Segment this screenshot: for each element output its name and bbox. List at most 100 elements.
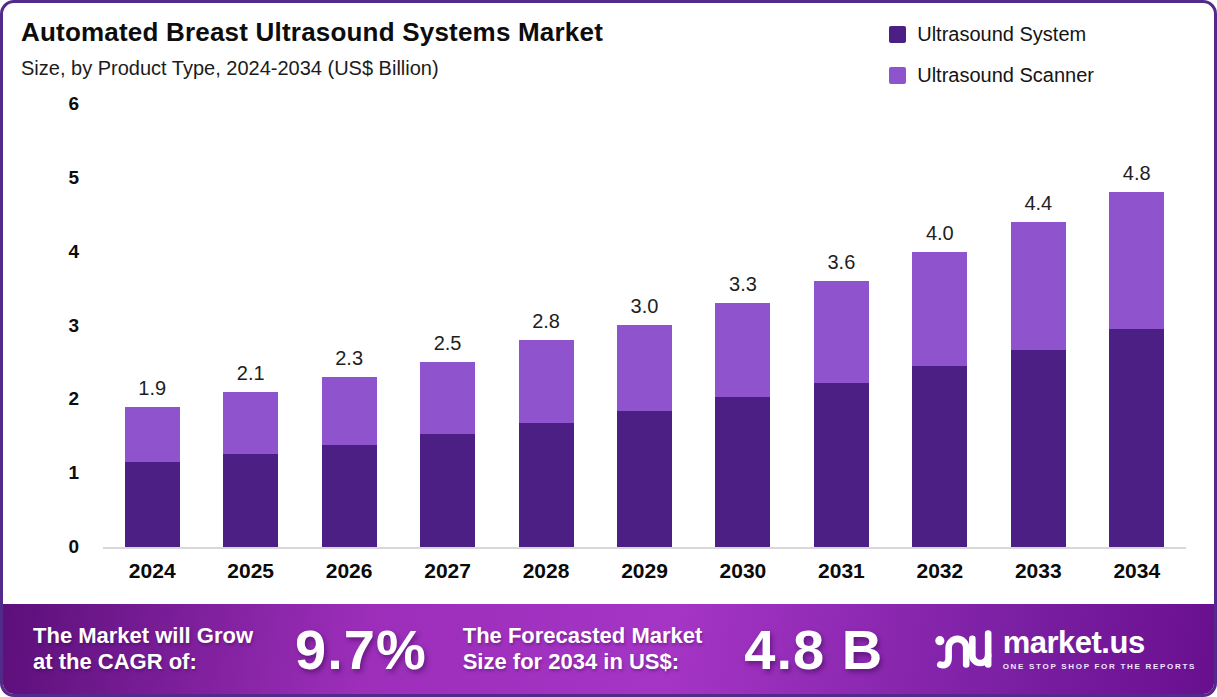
bar-group-2028: 2.82028 xyxy=(497,104,595,547)
brand-name: market.us xyxy=(1003,627,1196,658)
bar-total-label: 4.8 xyxy=(1123,162,1151,185)
page-title: Automated Breast Ultrasound Systems Mark… xyxy=(21,17,603,48)
cagr-description-line1: The Market will Grow xyxy=(33,623,253,649)
x-axis-label: 2028 xyxy=(523,559,570,583)
bar-segment-ultrasound-scanner xyxy=(715,303,770,397)
x-axis-label: 2027 xyxy=(424,559,471,583)
legend-label-ultrasound-scanner: Ultrasound Scanner xyxy=(917,64,1094,87)
bar-total-label: 3.3 xyxy=(729,273,757,296)
bar-total-label: 2.3 xyxy=(335,347,363,370)
bar-group-2031: 3.62031 xyxy=(792,104,890,547)
infographic-card: Automated Breast Ultrasound Systems Mark… xyxy=(0,0,1217,697)
bar-total-label: 2.8 xyxy=(532,310,560,333)
page-subtitle: Size, by Product Type, 2024-2034 (US$ Bi… xyxy=(21,57,603,80)
legend-item-ultrasound-scanner: Ultrasound Scanner xyxy=(889,64,1094,87)
bar-segment-ultrasound-scanner xyxy=(912,252,967,366)
x-axis-label: 2024 xyxy=(129,559,176,583)
bar-segment-ultrasound-scanner xyxy=(125,407,180,462)
bar-stack xyxy=(715,303,770,547)
plot-area: 1.920242.120252.320262.520272.820283.020… xyxy=(103,104,1186,549)
bar-segment-ultrasound-scanner xyxy=(814,281,869,383)
bar-group-2033: 4.42033 xyxy=(989,104,1087,547)
y-tick-label: 2 xyxy=(68,386,79,412)
legend-item-ultrasound-system: Ultrasound System xyxy=(889,23,1094,46)
bar-stack xyxy=(322,377,377,547)
brand-block: market.us ONE STOP SHOP FOR THE REPORTS xyxy=(935,627,1196,671)
bar-stack xyxy=(1109,192,1164,547)
x-axis-label: 2029 xyxy=(621,559,668,583)
bar-total-label: 4.0 xyxy=(926,222,954,245)
bar-stack xyxy=(814,281,869,547)
bar-segment-ultrasound-system xyxy=(715,397,770,547)
bar-total-label: 2.1 xyxy=(237,362,265,385)
x-axis-label: 2030 xyxy=(720,559,767,583)
bar-group-2032: 4.02032 xyxy=(891,104,989,547)
market-us-logo-icon xyxy=(935,627,993,671)
legend-label-ultrasound-system: Ultrasound System xyxy=(917,23,1086,46)
bar-segment-ultrasound-scanner xyxy=(1109,192,1164,329)
bar-stack xyxy=(223,392,278,547)
brand-tagline: ONE STOP SHOP FOR THE REPORTS xyxy=(1003,662,1196,671)
y-tick-label: 6 xyxy=(68,91,79,117)
footer-banner: The Market will Grow at the CAGR of: 9.7… xyxy=(3,604,1214,694)
brand-text: market.us ONE STOP SHOP FOR THE REPORTS xyxy=(1003,627,1196,671)
bar-segment-ultrasound-scanner xyxy=(617,325,672,411)
forecast-description: The Forecasted Market Size for 2034 in U… xyxy=(463,623,703,675)
chart-legend: Ultrasound System Ultrasound Scanner xyxy=(889,23,1094,87)
y-tick-label: 3 xyxy=(68,313,79,339)
bar-total-label: 4.4 xyxy=(1024,192,1052,215)
y-tick-label: 4 xyxy=(68,239,79,265)
x-axis-label: 2026 xyxy=(326,559,373,583)
bar-segment-ultrasound-system xyxy=(617,411,672,547)
bar-segment-ultrasound-system xyxy=(322,445,377,547)
legend-swatch-light-icon xyxy=(889,67,906,84)
y-axis: 0123456 xyxy=(43,104,79,547)
bar-segment-ultrasound-system xyxy=(223,454,278,547)
forecast-value: 4.8 B xyxy=(744,617,883,682)
bar-stack xyxy=(519,340,574,547)
bar-total-label: 3.0 xyxy=(631,295,659,318)
bar-group-2030: 3.32030 xyxy=(694,104,792,547)
bar-stack xyxy=(1011,222,1066,547)
bar-segment-ultrasound-scanner xyxy=(420,362,475,434)
bar-stack xyxy=(420,362,475,547)
cagr-description: The Market will Grow at the CAGR of: xyxy=(33,623,253,675)
bar-segment-ultrasound-scanner xyxy=(519,340,574,423)
x-axis-label: 2034 xyxy=(1113,559,1160,583)
bar-segment-ultrasound-scanner xyxy=(223,392,278,454)
bar-segment-ultrasound-system xyxy=(912,366,967,547)
bar-group-2024: 1.92024 xyxy=(103,104,201,547)
x-axis-label: 2025 xyxy=(227,559,274,583)
cagr-value: 9.7% xyxy=(295,617,427,682)
bar-segment-ultrasound-scanner xyxy=(322,377,377,445)
y-tick-label: 5 xyxy=(68,165,79,191)
bar-segment-ultrasound-system xyxy=(814,383,869,547)
bar-total-label: 2.5 xyxy=(434,332,462,355)
bar-stack xyxy=(912,252,967,547)
bar-segment-ultrasound-scanner xyxy=(1011,222,1066,350)
y-tick-label: 1 xyxy=(68,460,79,486)
legend-swatch-dark-icon xyxy=(889,26,906,43)
bar-group-2027: 2.52027 xyxy=(398,104,496,547)
bar-group-2029: 3.02029 xyxy=(595,104,693,547)
bar-group-2026: 2.32026 xyxy=(300,104,398,547)
bar-stack xyxy=(125,407,180,547)
bar-group-2034: 4.82034 xyxy=(1088,104,1186,547)
x-axis-label: 2033 xyxy=(1015,559,1062,583)
cagr-description-line2: at the CAGR of: xyxy=(33,649,253,675)
title-block: Automated Breast Ultrasound Systems Mark… xyxy=(21,17,603,80)
bar-segment-ultrasound-system xyxy=(1011,350,1066,547)
y-tick-label: 0 xyxy=(68,534,79,560)
bar-segment-ultrasound-system xyxy=(125,462,180,547)
x-axis-label: 2031 xyxy=(818,559,865,583)
bar-segment-ultrasound-system xyxy=(519,423,574,547)
bar-segment-ultrasound-system xyxy=(1109,329,1164,547)
bar-stack xyxy=(617,325,672,547)
bar-group-2025: 2.12025 xyxy=(201,104,299,547)
header: Automated Breast Ultrasound Systems Mark… xyxy=(21,17,1214,87)
bar-total-label: 1.9 xyxy=(138,377,166,400)
forecast-description-line2: Size for 2034 in US$: xyxy=(463,649,703,675)
bar-segment-ultrasound-system xyxy=(420,434,475,547)
x-axis-label: 2032 xyxy=(916,559,963,583)
forecast-description-line1: The Forecasted Market xyxy=(463,623,703,649)
